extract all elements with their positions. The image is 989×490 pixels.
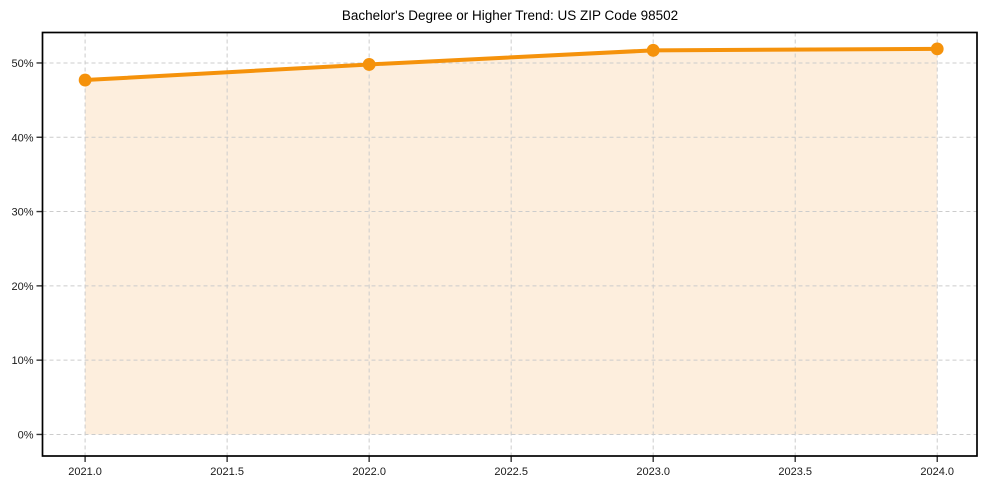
x-tick-label: 2022.5 bbox=[494, 466, 528, 478]
x-tick-label: 2021.0 bbox=[68, 466, 102, 478]
x-tick-label: 2023.0 bbox=[636, 466, 670, 478]
data-point-marker bbox=[646, 43, 660, 57]
plot-border bbox=[41, 31, 978, 457]
y-tick-label: 50% bbox=[11, 58, 33, 70]
chart-title: Bachelor's Degree or Higher Trend: US ZI… bbox=[341, 8, 679, 23]
y-tick-label: 20% bbox=[11, 281, 33, 293]
x-tick-label: 2021.5 bbox=[210, 466, 244, 478]
y-tick-label: 40% bbox=[11, 132, 33, 144]
x-tick-label: 2024.0 bbox=[920, 466, 954, 478]
data-point-marker bbox=[362, 58, 376, 71]
area-fill bbox=[85, 48, 938, 435]
data-point-marker bbox=[78, 73, 92, 87]
data-point-marker bbox=[930, 42, 944, 56]
y-tick-label: 0% bbox=[18, 429, 34, 441]
x-tick-label: 2023.5 bbox=[778, 466, 812, 478]
trend-line bbox=[83, 46, 940, 83]
y-tick-label: 10% bbox=[11, 355, 33, 367]
x-tick-label: 2022.0 bbox=[352, 466, 386, 478]
y-tick-label: 30% bbox=[11, 207, 33, 219]
